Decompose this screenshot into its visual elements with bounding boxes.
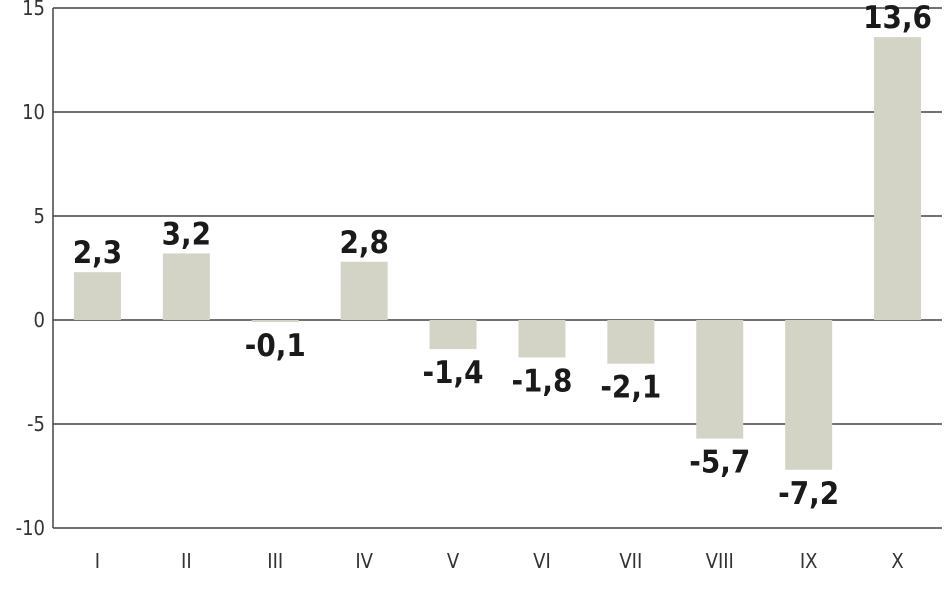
x-category-labels: I II III IV V VI VII VIII IX X bbox=[95, 549, 904, 573]
bar-IX bbox=[785, 320, 833, 470]
bars bbox=[73, 37, 922, 470]
bar-II bbox=[162, 253, 210, 320]
data-label: 13,6 bbox=[863, 0, 932, 36]
data-label: 2,8 bbox=[339, 225, 388, 261]
x-category-label: VII bbox=[619, 549, 642, 573]
data-label: 3,2 bbox=[162, 216, 211, 252]
y-tick-label: -5 bbox=[27, 412, 45, 436]
data-label: -5,7 bbox=[689, 445, 750, 481]
data-label: -2,1 bbox=[600, 370, 661, 406]
x-category-label: IV bbox=[355, 549, 373, 573]
x-category-label: II bbox=[181, 549, 192, 573]
x-category-label: III bbox=[267, 549, 283, 573]
x-category-label: VI bbox=[533, 549, 551, 573]
data-label: -1,8 bbox=[511, 363, 572, 399]
bar-VII bbox=[607, 320, 655, 364]
data-label: -7,2 bbox=[778, 476, 839, 512]
y-tick-label: 10 bbox=[22, 100, 45, 124]
bar-III bbox=[251, 320, 299, 323]
data-labels: 2,3 3,2 -0,1 2,8 -1,4 -1,8 -2,1 -5,7 -7,2 13,6 bbox=[73, 0, 932, 512]
x-category-label: X bbox=[891, 549, 903, 573]
y-tick-label: 15 bbox=[22, 0, 45, 20]
y-tick-label: 0 bbox=[34, 308, 45, 332]
data-label: -1,4 bbox=[423, 355, 484, 391]
bar-X bbox=[874, 37, 922, 321]
bar-VIII bbox=[696, 320, 744, 439]
bar-VI bbox=[518, 320, 566, 358]
y-tick-label: 5 bbox=[34, 204, 45, 228]
y-tick-label: -10 bbox=[16, 516, 45, 540]
data-label: -0,1 bbox=[245, 328, 306, 364]
y-tick-labels: 15 10 5 0 -5 -10 bbox=[16, 0, 45, 540]
data-label: 2,3 bbox=[73, 235, 122, 271]
bar-IV bbox=[340, 261, 388, 320]
x-category-label: IX bbox=[800, 549, 818, 573]
x-category-label: I bbox=[95, 549, 100, 573]
bar-V bbox=[429, 320, 477, 350]
bar-I bbox=[73, 272, 121, 320]
x-category-label: V bbox=[447, 549, 460, 573]
x-category-label: VIII bbox=[706, 549, 734, 573]
